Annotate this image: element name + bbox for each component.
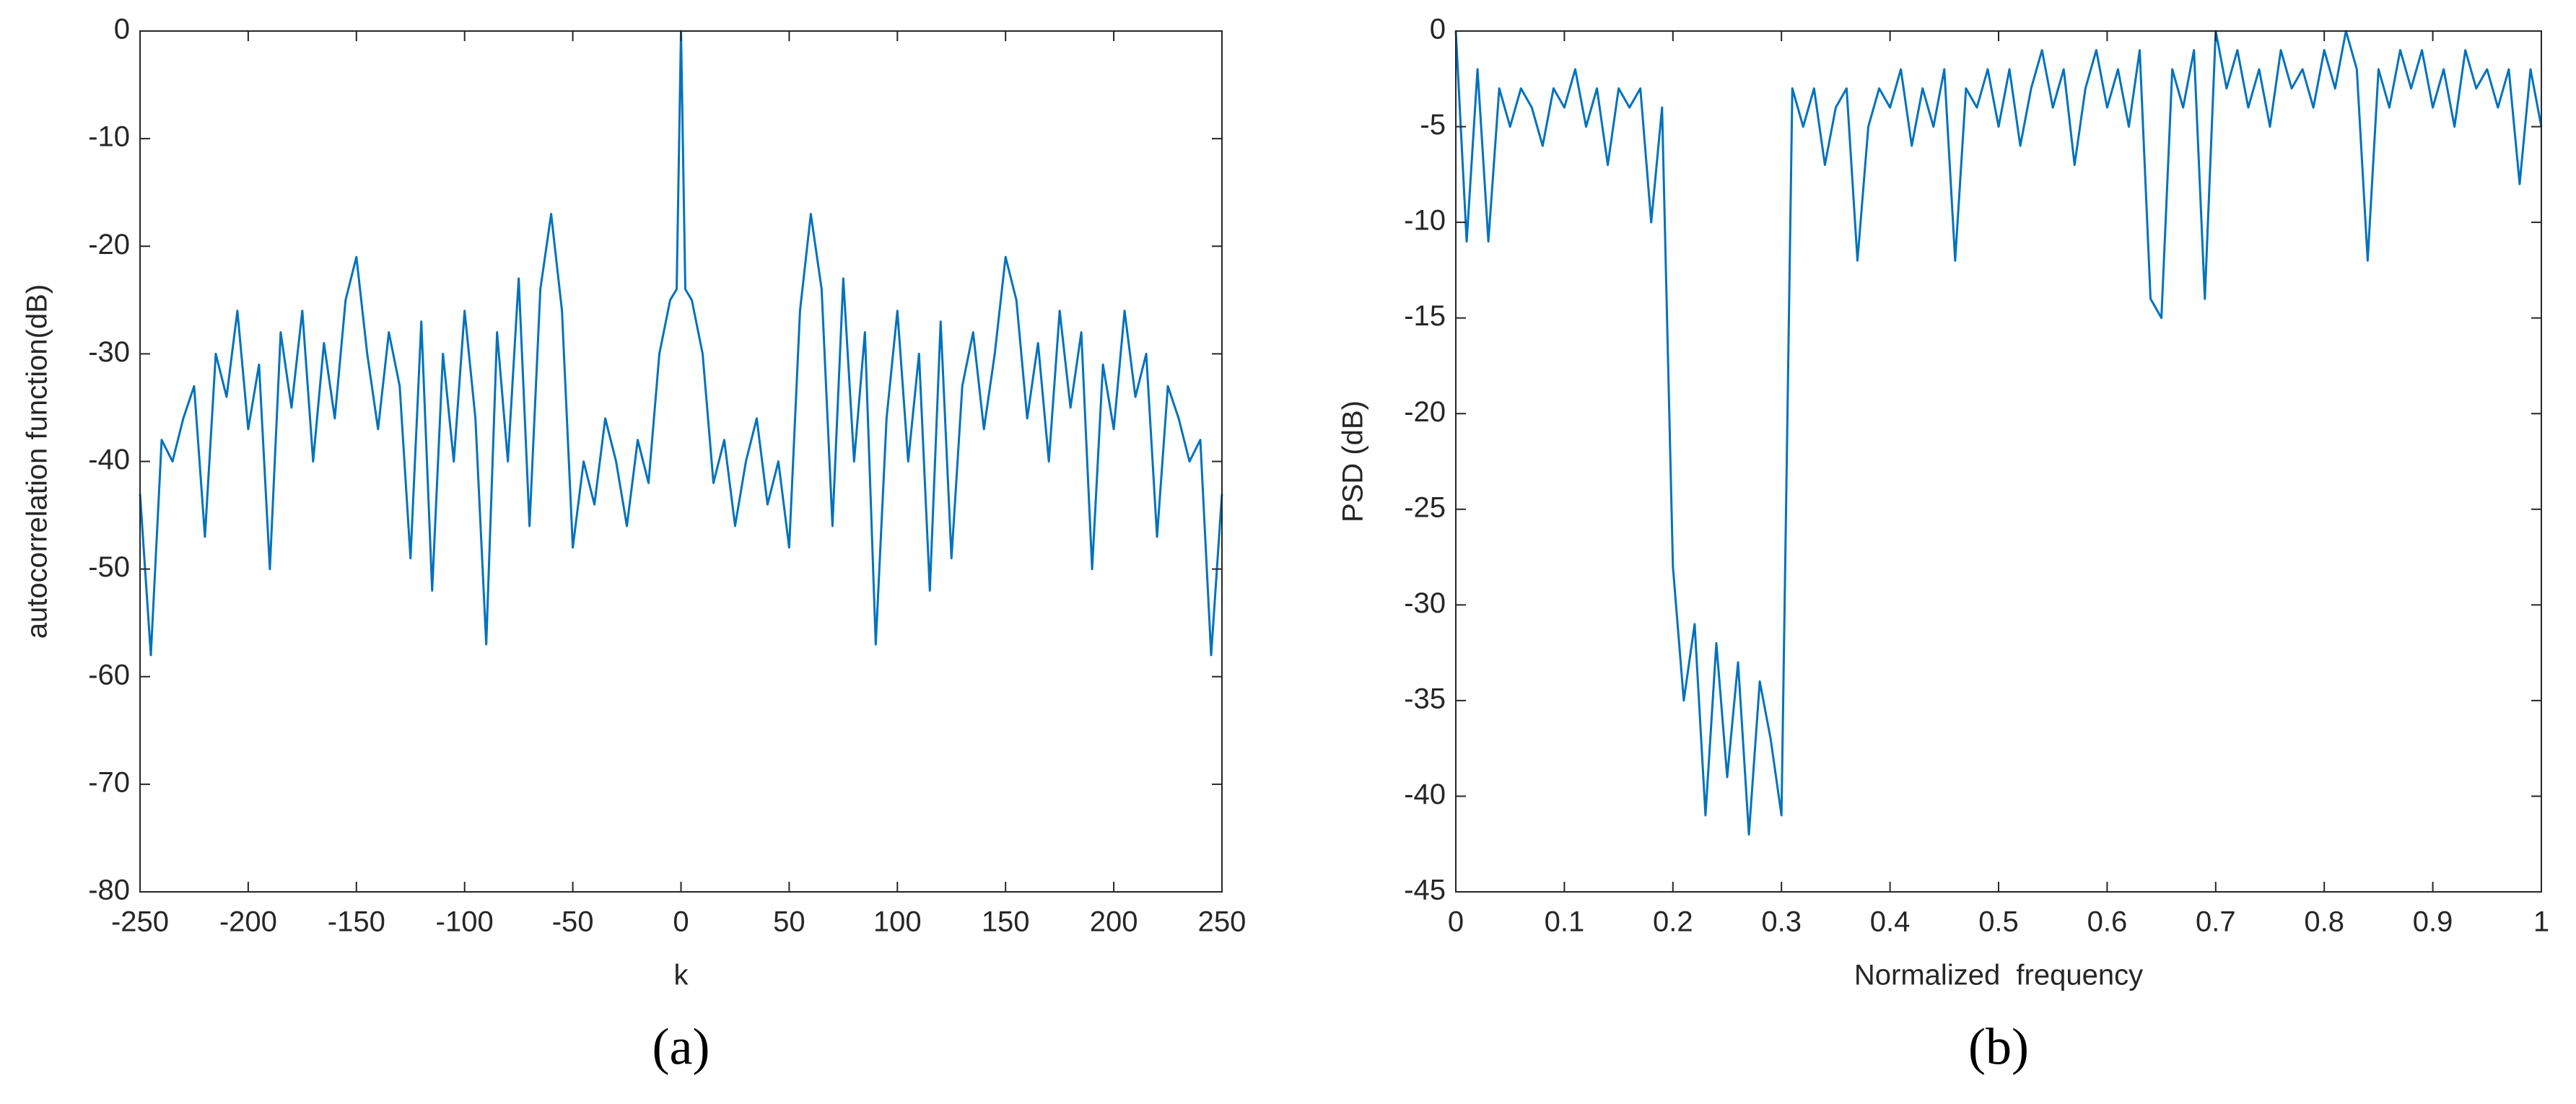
y-tick-label: -40 — [88, 444, 130, 476]
x-axis-label: k — [674, 960, 689, 991]
y-tick-label: 0 — [1430, 14, 1446, 45]
x-tick-label: 0.4 — [1870, 906, 1911, 938]
x-tick-label: 0.7 — [2196, 906, 2236, 938]
x-tick-label: -250 — [111, 906, 169, 938]
y-tick-label: -10 — [88, 121, 130, 153]
x-tick-label: 100 — [873, 906, 922, 938]
y-tick-label: -20 — [1404, 396, 1446, 428]
y-axis-label: PSD (dB) — [1337, 400, 1369, 522]
x-tick-label: -50 — [552, 906, 594, 938]
x-tick-label: 0.9 — [2413, 906, 2453, 938]
data-line — [139, 30, 1223, 657]
x-tick-label: 0.6 — [2087, 906, 2128, 938]
y-axis-label: autocorrelation function(dB) — [22, 284, 53, 639]
y-tick-label: -60 — [88, 659, 130, 691]
y-tick-label: -15 — [1404, 300, 1446, 332]
x-axis-label: Normalized frequency — [1854, 960, 2143, 991]
x-tick-label: 0.8 — [2304, 906, 2344, 938]
x-tick-label: 0.5 — [1978, 906, 2019, 938]
panel-caption: (a) — [652, 1018, 710, 1076]
x-tick-label: 50 — [773, 906, 805, 938]
y-tick-label: -35 — [1404, 683, 1446, 714]
y-tick-label: -30 — [1404, 587, 1446, 619]
y-tick-label: 0 — [114, 14, 130, 45]
x-tick-label: 1 — [2533, 906, 2549, 938]
x-tick-label: 150 — [982, 906, 1030, 938]
y-tick-label: -5 — [1420, 109, 1446, 141]
x-tick-label: 0.3 — [1761, 906, 1802, 938]
x-tick-label: -150 — [328, 906, 385, 938]
axes-box — [1455, 30, 2542, 893]
y-tick-label: -20 — [88, 229, 130, 260]
x-tick-label: 200 — [1090, 906, 1138, 938]
y-tick-label: -25 — [1404, 491, 1446, 523]
y-tick-label: -80 — [88, 875, 130, 906]
x-tick-label: 0.2 — [1653, 906, 1693, 938]
x-tick-label: -100 — [436, 906, 494, 938]
y-tick-label: -50 — [88, 551, 130, 583]
y-tick-label: -70 — [88, 766, 130, 798]
y-tick-label: -40 — [1404, 779, 1446, 810]
x-tick-label: -200 — [219, 906, 277, 938]
x-tick-label: 0.1 — [1545, 906, 1585, 938]
x-tick-label: 0 — [673, 906, 689, 938]
y-tick-label: -10 — [1404, 205, 1446, 237]
y-tick-label: -30 — [88, 336, 130, 368]
panel-caption: (b) — [1968, 1018, 2029, 1076]
axes-box — [139, 30, 1223, 893]
x-tick-label: 250 — [1198, 906, 1246, 938]
data-line — [1454, 30, 2543, 836]
x-tick-label: 0 — [1448, 906, 1464, 938]
y-tick-label: -45 — [1404, 875, 1446, 906]
